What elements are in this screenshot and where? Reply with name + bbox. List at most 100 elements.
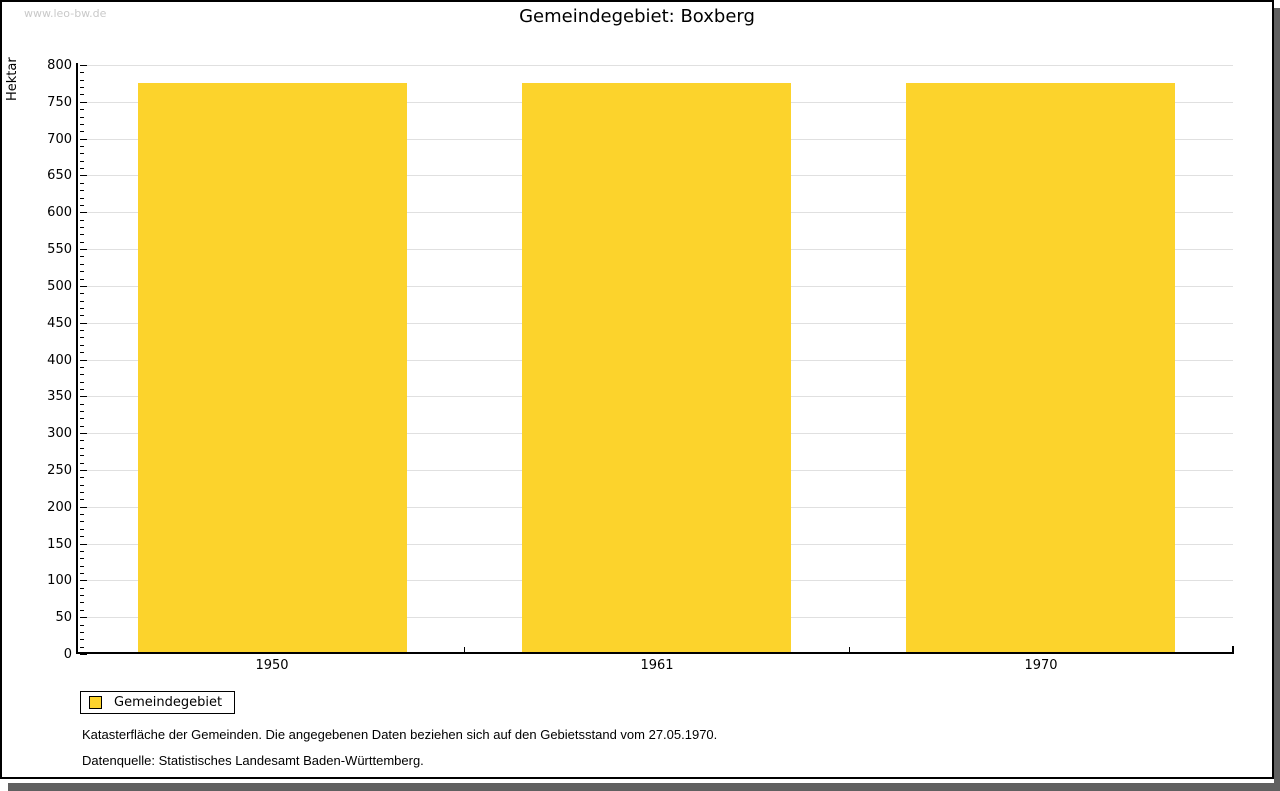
y-minor-tick <box>80 153 84 154</box>
y-tick-label: 650 <box>47 168 72 183</box>
y-minor-tick <box>80 227 84 228</box>
y-minor-tick <box>80 168 84 169</box>
y-tick-label: 450 <box>47 316 72 331</box>
y-minor-tick <box>80 389 84 390</box>
y-major-tick <box>80 175 87 176</box>
y-minor-tick <box>80 588 84 589</box>
y-minor-tick <box>80 426 84 427</box>
bar <box>906 83 1175 654</box>
y-major-tick <box>80 580 87 581</box>
y-minor-tick <box>80 109 84 110</box>
y-minor-tick <box>80 418 84 419</box>
y-tick-label: 50 <box>55 610 72 625</box>
y-minor-tick <box>80 374 84 375</box>
y-tick-label: 200 <box>47 500 72 515</box>
y-minor-tick <box>80 242 84 243</box>
legend-label: Gemeindegebiet <box>114 695 223 710</box>
y-minor-tick <box>80 72 84 73</box>
y-minor-tick <box>80 315 84 316</box>
bar <box>138 83 407 654</box>
y-minor-tick <box>80 131 84 132</box>
y-tick-label: 400 <box>47 353 72 368</box>
y-tick-label: 0 <box>63 647 72 662</box>
y-major-tick <box>80 433 87 434</box>
y-minor-tick <box>80 602 84 603</box>
y-minor-tick <box>80 220 84 221</box>
y-minor-tick <box>80 492 84 493</box>
y-minor-tick <box>80 573 84 574</box>
x-boundary-tick <box>464 647 465 654</box>
y-major-tick <box>80 286 87 287</box>
y-minor-tick <box>80 529 84 530</box>
y-tick-label: 800 <box>47 58 72 73</box>
y-minor-tick <box>80 87 84 88</box>
y-minor-tick <box>80 117 84 118</box>
y-minor-tick <box>80 485 84 486</box>
y-minor-tick <box>80 499 84 500</box>
frame-shadow-right <box>1274 8 1280 791</box>
y-tick-label: 500 <box>47 279 72 294</box>
y-tick-label: 600 <box>47 205 72 220</box>
y-major-tick <box>80 470 87 471</box>
y-minor-tick <box>80 595 84 596</box>
y-minor-tick <box>80 448 84 449</box>
gridline <box>80 65 1233 66</box>
footnote-data-source: Datenquelle: Statistisches Landesamt Bad… <box>82 753 424 768</box>
y-minor-tick <box>80 271 84 272</box>
y-minor-tick <box>80 514 84 515</box>
y-minor-tick <box>80 256 84 257</box>
y-minor-tick <box>80 367 84 368</box>
y-minor-tick <box>80 183 84 184</box>
y-major-tick <box>80 102 87 103</box>
y-minor-tick <box>80 301 84 302</box>
y-minor-tick <box>80 647 84 648</box>
chart-title: Gemeindegebiet: Boxberg <box>519 6 755 27</box>
x-tick-label: 1961 <box>640 658 674 673</box>
y-minor-tick <box>80 382 84 383</box>
y-minor-tick <box>80 352 84 353</box>
x-tick-label: 1950 <box>255 658 289 673</box>
y-minor-tick <box>80 551 84 552</box>
y-minor-tick <box>80 411 84 412</box>
y-major-tick <box>80 617 87 618</box>
y-tick-label: 750 <box>47 95 72 110</box>
y-minor-tick <box>80 308 84 309</box>
y-major-tick <box>80 507 87 508</box>
legend-swatch-icon <box>89 696 102 709</box>
y-tick-label: 150 <box>47 537 72 552</box>
y-tick-label: 350 <box>47 389 72 404</box>
y-minor-tick <box>80 404 84 405</box>
x-axis-line <box>76 652 1233 654</box>
y-minor-tick <box>80 161 84 162</box>
plot-area: 0 50 100 150 200 250 300 350 400 450 500 550 600 650 7… <box>2 2 1272 777</box>
y-minor-tick <box>80 330 84 331</box>
y-minor-tick <box>80 566 84 567</box>
x-end-tick <box>1232 646 1234 654</box>
y-minor-tick <box>80 536 84 537</box>
y-tick-label: 250 <box>47 463 72 478</box>
x-tick-label: 1970 <box>1024 658 1058 673</box>
y-minor-tick <box>80 80 84 81</box>
y-tick-label: 700 <box>47 132 72 147</box>
y-minor-tick <box>80 264 84 265</box>
y-major-tick <box>80 65 87 66</box>
y-minor-tick <box>80 625 84 626</box>
watermark: www.leo-bw.de <box>24 7 107 20</box>
y-tick-label: 550 <box>47 242 72 257</box>
y-tick-label: 100 <box>47 573 72 588</box>
y-major-tick <box>80 360 87 361</box>
y-minor-tick <box>80 558 84 559</box>
y-minor-tick <box>80 293 84 294</box>
y-major-tick <box>80 249 87 250</box>
y-minor-tick <box>80 639 84 640</box>
y-major-tick <box>80 396 87 397</box>
y-minor-tick <box>80 521 84 522</box>
y-tick-label: 300 <box>47 426 72 441</box>
legend: Gemeindegebiet <box>80 691 236 714</box>
bar <box>522 83 791 654</box>
y-minor-tick <box>80 124 84 125</box>
y-minor-tick <box>80 198 84 199</box>
y-major-tick <box>80 139 87 140</box>
